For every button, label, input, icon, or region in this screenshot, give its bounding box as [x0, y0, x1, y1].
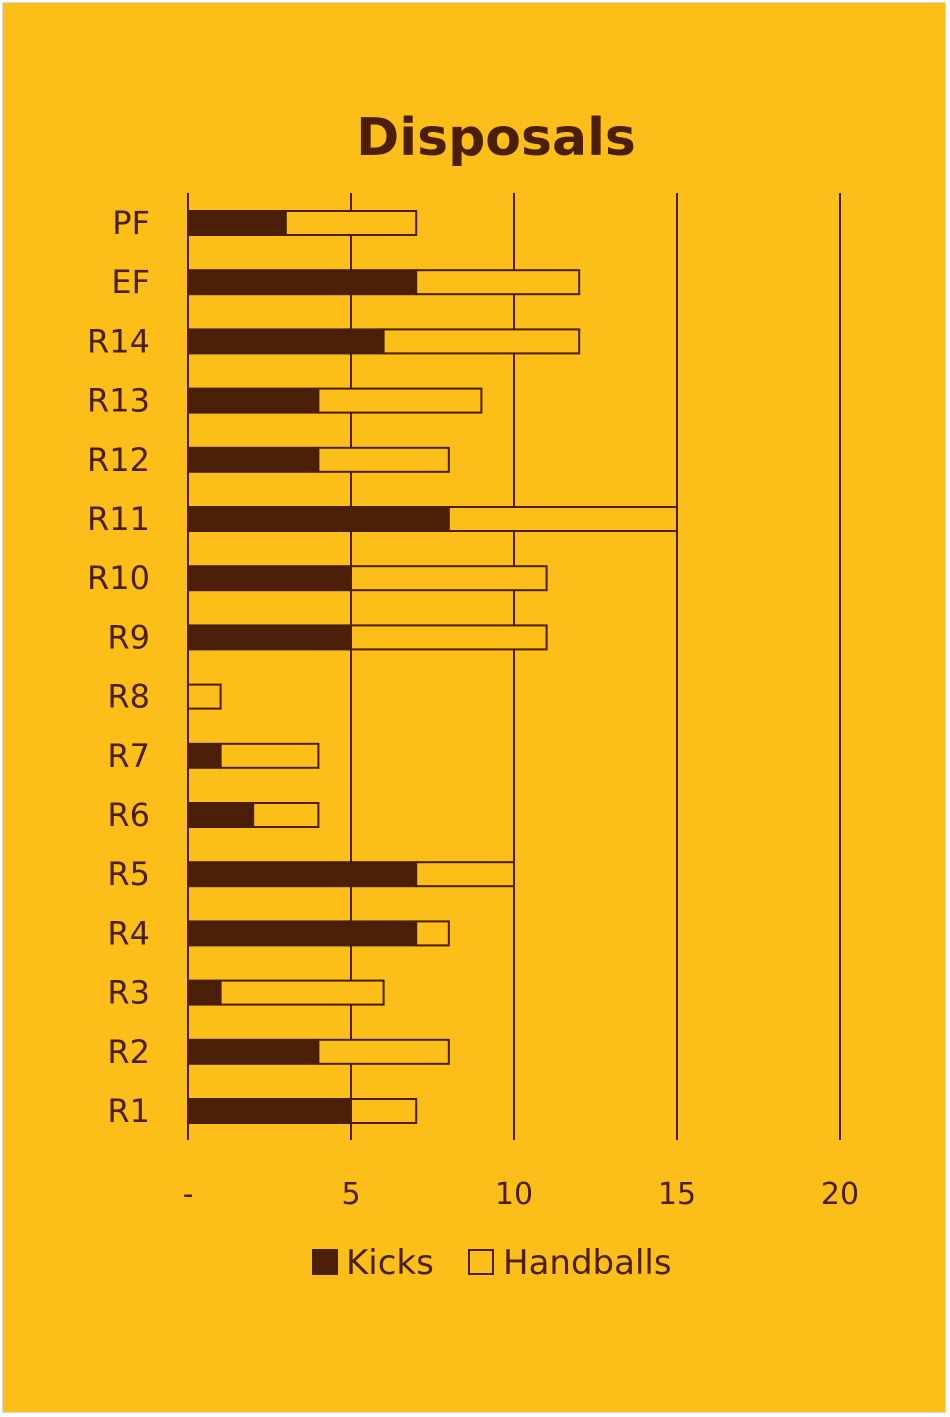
bar-handballs-R3	[219, 979, 385, 1006]
bar-handballs-R9	[350, 624, 548, 651]
category-label-EF: EF	[111, 263, 150, 301]
bar-kicks-R7	[187, 742, 222, 769]
bar-handballs-R4	[415, 920, 450, 947]
bar-handballs-R14	[382, 328, 581, 355]
legend-label-handballs: Handballs	[503, 1243, 672, 1283]
bar-kicks-R4	[187, 920, 418, 947]
bar-kicks-R2	[187, 1038, 320, 1065]
category-label-R9: R9	[107, 618, 150, 656]
bar-kicks-R11	[187, 506, 450, 532]
category-label-R13: R13	[87, 382, 150, 420]
bar-handballs-R12	[317, 446, 450, 473]
bar-handballs-EF	[415, 269, 581, 296]
chart-title: Disposals	[356, 108, 636, 168]
category-label-R12: R12	[87, 441, 150, 479]
bar-kicks-R10	[187, 565, 352, 592]
legend: Kicks Handballs	[312, 1243, 672, 1283]
category-label-R8: R8	[107, 678, 150, 716]
bars	[187, 210, 678, 1124]
bar-kicks-R5	[187, 861, 418, 888]
category-label-R2: R2	[107, 1033, 150, 1071]
legend-swatch-handballs	[468, 1249, 494, 1275]
category-label-R10: R10	[87, 559, 150, 597]
category-label-R11: R11	[87, 500, 150, 538]
bar-handballs-R10	[350, 565, 548, 592]
category-label-R14: R14	[87, 322, 150, 360]
category-labels: PF EF R14 R13 R12 R11 R10 R9 R8 R7 R6 R5 R4 R3 R2 R1	[87, 204, 150, 1130]
category-label-PF: PF	[112, 204, 150, 242]
category-label-R6: R6	[107, 796, 150, 834]
bar-kicks-EF	[187, 269, 418, 296]
bar-kicks-R12	[187, 446, 320, 473]
category-label-R7: R7	[107, 737, 150, 775]
x-tick-label-2: 10	[495, 1177, 533, 1212]
x-tick-label-4: 20	[821, 1177, 859, 1212]
category-label-R1: R1	[107, 1092, 150, 1130]
bar-kicks-R9	[187, 624, 352, 651]
bar-kicks-R6	[187, 802, 255, 828]
category-label-R3: R3	[107, 974, 150, 1012]
bar-kicks-R1	[187, 1098, 352, 1124]
x-tick-label-3: 15	[658, 1177, 696, 1212]
bar-handballs-R13	[317, 387, 483, 414]
bar-handballs-R11	[447, 506, 678, 532]
bar-kicks-R14	[187, 328, 385, 355]
bar-handballs-R2	[317, 1038, 450, 1065]
bar-handballs-R8	[187, 683, 222, 710]
bar-handballs-PF	[284, 210, 418, 236]
legend-swatch-kicks	[312, 1249, 338, 1275]
bar-kicks-R3	[187, 979, 222, 1006]
bar-handballs-R1	[350, 1098, 418, 1124]
x-tick-label-0: -	[183, 1177, 194, 1212]
x-tick-label-1: 5	[341, 1177, 360, 1212]
bar-kicks-R13	[187, 387, 320, 414]
bar-handballs-R5	[415, 861, 516, 888]
bar-kicks-PF	[187, 210, 287, 236]
bar-handballs-R7	[219, 742, 320, 769]
legend-label-kicks: Kicks	[346, 1243, 434, 1283]
bar-handballs-R6	[252, 802, 320, 828]
category-label-R5: R5	[107, 855, 150, 893]
x-tick-labels: - 5 10 15 20	[183, 1177, 860, 1212]
category-label-R4: R4	[107, 914, 150, 952]
